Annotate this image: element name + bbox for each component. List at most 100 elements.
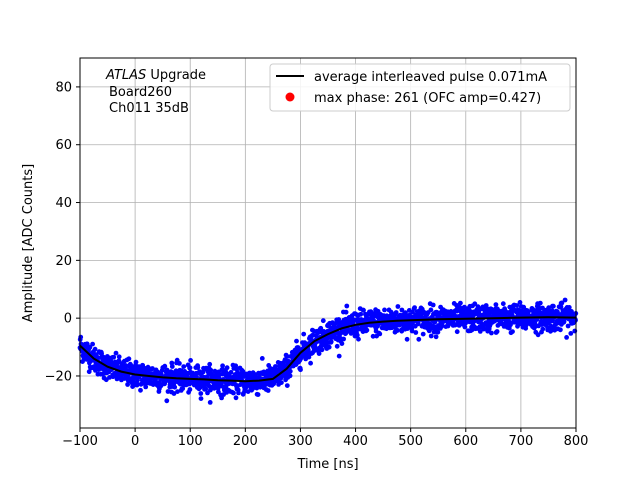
sample-point [433,334,439,340]
legend-box [269,63,571,112]
sample-point [158,383,164,389]
sample-point [187,365,193,371]
sample-point [298,367,303,373]
sample-point [454,329,460,335]
sample-point [328,339,334,344]
sample-point [180,386,186,391]
sample-point [284,354,290,359]
y-tick-label: 40 [55,196,72,211]
sample-point [86,369,92,375]
average-pulse-line [79,316,577,383]
sample-point [356,336,361,342]
x-tick-label: 0 [131,434,139,449]
sample-point [96,355,101,361]
sample-point [279,380,284,385]
sample-point [565,323,571,329]
annotation-line-2: Board260 [109,85,172,100]
sample-point [143,384,149,390]
y-axis-label: Amplitude [ADC Counts] [21,164,36,322]
sample-point [489,330,494,336]
sample-point [177,361,182,366]
sample-point [348,331,354,336]
sample-point [171,391,177,396]
y-tick-label: 80 [55,80,72,95]
average-pulse-line-group [79,316,577,383]
sample-point [150,366,155,371]
sample-point [294,338,299,344]
sample-point [354,332,360,338]
sample-point [566,305,572,310]
sample-point [207,361,213,367]
sample-point [336,317,342,322]
sample-point [233,395,239,401]
sample-point [165,389,171,394]
sample-point [559,300,565,306]
sample-point [78,334,84,340]
sample-point [472,301,478,307]
x-tick-label: −100 [62,434,98,449]
annotation-line-1: ATLAS Upgrade [105,68,206,83]
x-tick-label: 100 [178,434,203,449]
sample-point [224,365,230,371]
sample-point [568,331,574,336]
x-tick-label: 700 [508,434,533,449]
sample-point [458,300,463,306]
sample-point [259,356,265,361]
sample-point [412,305,417,310]
annotation-line-3: Ch011 35dB [109,101,189,116]
sample-point [198,396,204,401]
sample-point [172,384,178,390]
annotation-atlas: ATLAS [105,68,146,83]
sample-point [188,358,194,363]
x-tick-label: 600 [453,434,478,449]
sample-point [287,373,293,379]
legend-marker-max-phase [285,92,295,102]
sample-point [361,307,366,313]
plot-frame [79,57,577,429]
sample-point [540,326,546,332]
sample-point [265,388,271,393]
sample-point [113,350,119,356]
sample-point [339,341,345,346]
sample-point [494,329,500,334]
sample-point [220,363,226,369]
sample-point [169,364,175,369]
y-tick-label: 20 [55,254,72,269]
sample-point [558,304,564,309]
x-tick-label: 400 [343,434,368,449]
sample-point [92,346,98,352]
sample-point [316,351,322,356]
sample-point [404,336,410,342]
sample-point [564,335,569,340]
sample-point [273,364,278,369]
sample-point [175,389,180,394]
sample-point [415,321,421,326]
sample-point [126,356,132,362]
sample-point [334,343,340,349]
sample-point [462,324,468,330]
sample-point [250,386,256,391]
sample-point [187,387,193,392]
sample-point [90,341,95,347]
legend-label-max-phase: max phase: 261 (OFC amp=0.427) [314,91,541,106]
sample-point [207,400,213,405]
sample-point [255,392,261,397]
sample-point [551,303,556,309]
sample-point [195,365,201,370]
sample-point [320,318,326,324]
sample-point [413,330,419,335]
sample-point [133,359,139,365]
sample-point [235,369,240,375]
sample-point [493,302,499,307]
x-tick-label: 500 [398,434,423,449]
sample-point [546,305,552,311]
sample-point [319,347,325,353]
y-axis-ticks: −20 0 20 40 60 80 [45,80,80,384]
sample-point [181,364,187,369]
sample-point [344,303,350,309]
sample-point [287,368,293,374]
sample-point [535,332,541,338]
sample-point [87,344,93,350]
x-tick-label: 800 [564,434,589,449]
